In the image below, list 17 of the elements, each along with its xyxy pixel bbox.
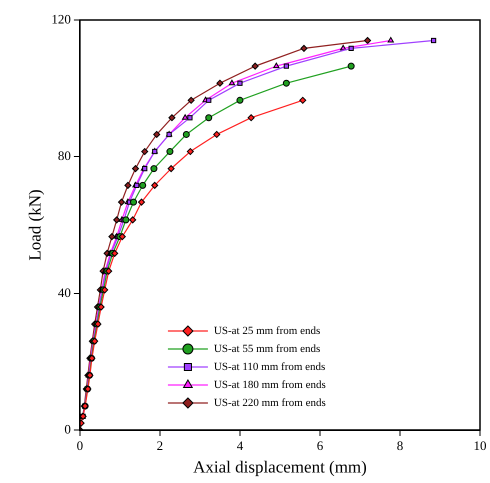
legend-label: US-at 220 mm from ends <box>214 396 326 409</box>
y-tick-label: 80 <box>58 148 71 164</box>
legend-label: US-at 55 mm from ends <box>214 342 320 355</box>
x-tick-label: 8 <box>396 438 404 454</box>
x-tick-label: 2 <box>156 438 164 454</box>
y-tick-label: 0 <box>64 421 71 436</box>
legend-label: US-at 180 mm from ends <box>214 378 326 391</box>
x-tick-label: 4 <box>236 438 244 454</box>
y-tick-label: 120 <box>51 11 71 26</box>
legend-label: US-at 25 mm from ends <box>214 324 320 337</box>
x-tick-label: 10 <box>474 438 486 454</box>
x-tick-label: 6 <box>316 438 324 454</box>
x-tick-label: 0 <box>76 438 84 454</box>
y-axis-title: Load (kN) <box>26 189 45 261</box>
x-axis-title: Axial displacement (mm) <box>193 457 367 476</box>
legend-label: US-at 110 mm from ends <box>214 360 326 373</box>
y-tick-label: 40 <box>58 284 71 300</box>
